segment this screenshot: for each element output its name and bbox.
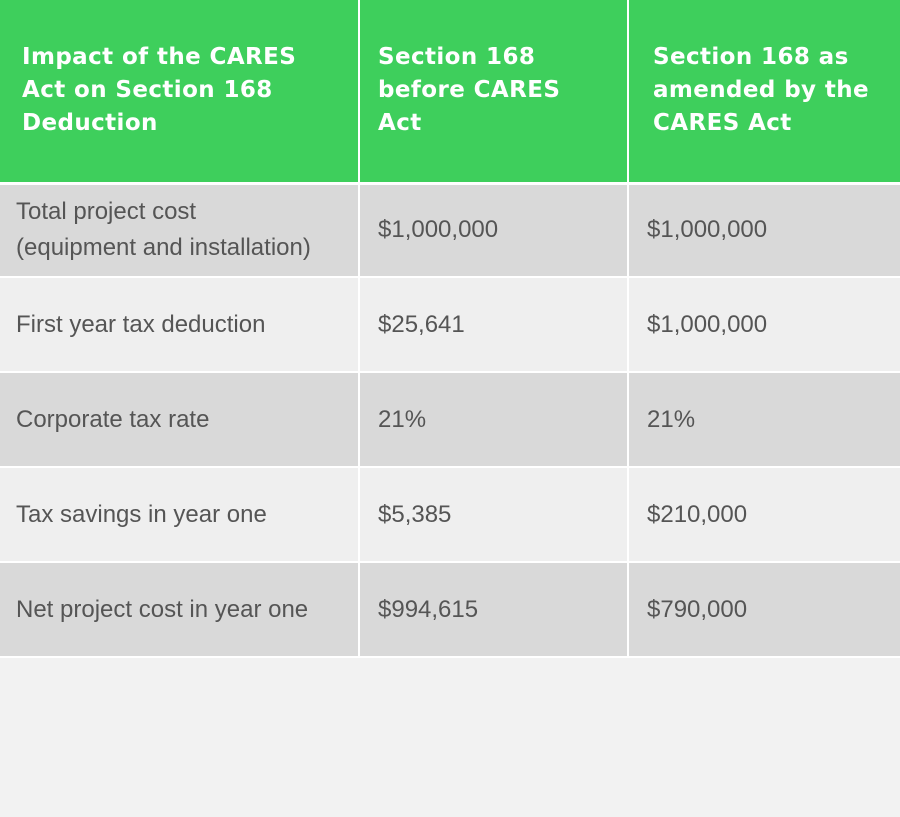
- comparison-table: Impact of the CARES Act on Section 168 D…: [0, 0, 900, 658]
- row-label-line: Total project cost: [16, 198, 197, 226]
- row-label: First year tax deduction: [0, 277, 360, 373]
- after-value: $1,000,000: [628, 183, 900, 278]
- before-value: 21%: [359, 372, 629, 468]
- after-value: $210,000: [628, 467, 900, 563]
- row-label: Tax savings in year one: [0, 467, 360, 563]
- row-label: Total project cost (equipment and instal…: [0, 183, 360, 278]
- table-row: Corporate tax rate 21% 21%: [0, 372, 900, 468]
- row-label: Net project cost in year one: [0, 562, 360, 658]
- row-label: Corporate tax rate: [0, 372, 360, 468]
- table-row: Tax savings in year one $5,385 $210,000: [0, 467, 900, 563]
- header-after-cares: Section 168 as amended by the CARES Act: [628, 0, 900, 185]
- row-label-line: (equipment and installation): [16, 234, 311, 262]
- after-value: $790,000: [628, 562, 900, 658]
- before-value: $994,615: [359, 562, 629, 658]
- header-before-cares: Section 168 before CARES Act: [359, 0, 629, 185]
- table-row: Net project cost in year one $994,615 $7…: [0, 562, 900, 658]
- before-value: $1,000,000: [359, 183, 629, 278]
- header-impact: Impact of the CARES Act on Section 168 D…: [0, 0, 360, 185]
- table-header-row: Impact of the CARES Act on Section 168 D…: [0, 0, 900, 185]
- before-value: $5,385: [359, 467, 629, 563]
- after-value: 21%: [628, 372, 900, 468]
- table-row: Total project cost (equipment and instal…: [0, 183, 900, 278]
- after-value: $1,000,000: [628, 277, 900, 373]
- before-value: $25,641: [359, 277, 629, 373]
- table-row: First year tax deduction $25,641 $1,000,…: [0, 277, 900, 373]
